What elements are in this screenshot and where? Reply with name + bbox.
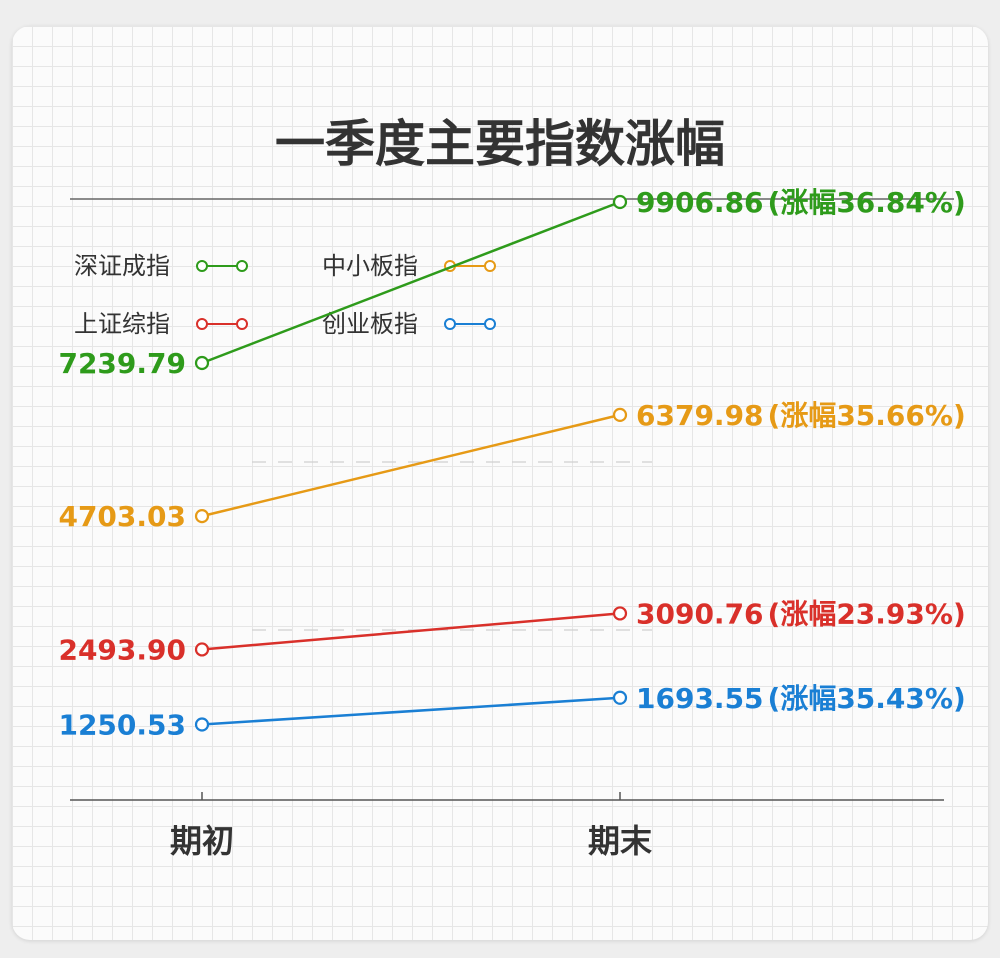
- data-point: [194, 717, 210, 732]
- x-tick-label: 期末: [588, 822, 652, 860]
- legend-label: 深证成指: [74, 252, 170, 280]
- legend-marker-icon: [236, 318, 248, 330]
- end-value: 6379.98: [636, 399, 764, 432]
- series-2: 2493.90 3090.76 (涨幅23.93%): [58, 597, 965, 666]
- legend-marker-icon: [484, 260, 496, 272]
- end-value-label: 1693.55 (涨幅35.43%): [636, 682, 966, 715]
- data-point: [194, 642, 210, 657]
- end-value: 1693.55: [636, 682, 764, 715]
- legend-label: 创业板指: [322, 310, 418, 338]
- change-label: (涨幅36.84%): [768, 186, 966, 219]
- change-label: (涨幅35.43%): [768, 682, 966, 715]
- series-3: 1250.53 1693.55 (涨幅35.43%): [58, 682, 965, 742]
- series-line: [201, 696, 621, 726]
- change-label: (涨幅23.93%): [768, 597, 966, 630]
- change-label: (涨幅35.66%): [768, 399, 966, 432]
- legend-item: 中小板指: [322, 252, 496, 280]
- series-0: 7239.79 9906.86 (涨幅36.84%): [58, 186, 965, 380]
- legend-marker-icon: [236, 260, 248, 272]
- data-point: [612, 606, 628, 621]
- data-point: [612, 690, 628, 705]
- legend-label: 中小板指: [322, 252, 418, 280]
- end-value-label: 3090.76 (涨幅23.93%): [636, 597, 966, 630]
- start-value-label: 2493.90: [58, 633, 186, 666]
- chart-card: 一季度主要指数涨幅 深证成指 中小板指上证综指 创业板指 7239.79 9906.8…: [12, 26, 988, 940]
- data-point: [194, 509, 210, 524]
- legend-marker-icon: [196, 260, 208, 272]
- data-point: [612, 194, 628, 210]
- end-value-label: 6379.98 (涨幅35.66%): [636, 399, 966, 432]
- start-value-label: 1250.53: [58, 709, 186, 742]
- legend-item: 上证综指: [74, 310, 248, 338]
- start-value-label: 4703.03: [58, 500, 186, 533]
- data-point: [194, 355, 210, 371]
- legend-item: 深证成指: [74, 252, 248, 280]
- data-point: [612, 407, 628, 422]
- series-line: [201, 200, 621, 365]
- x-axis: 期初 期末: [70, 792, 944, 860]
- end-value-label: 9906.86 (涨幅36.84%): [636, 186, 966, 219]
- legend-marker-icon: [196, 318, 208, 330]
- x-tick-label: 期初: [170, 822, 234, 860]
- legend-marker-icon: [484, 318, 496, 330]
- chart-title: 一季度主要指数涨幅: [275, 115, 725, 173]
- series-line: [201, 413, 621, 518]
- end-value: 9906.86: [636, 186, 764, 219]
- start-value-label: 7239.79: [58, 347, 186, 380]
- end-value: 3090.76: [636, 597, 764, 630]
- series-1: 4703.03 6379.98 (涨幅35.66%): [58, 399, 965, 533]
- legend-item: 创业板指: [322, 310, 496, 338]
- guide-lines: [252, 461, 652, 631]
- legend-marker-icon: [444, 318, 456, 330]
- legend-label: 上证综指: [74, 310, 170, 338]
- series-line: [201, 612, 621, 651]
